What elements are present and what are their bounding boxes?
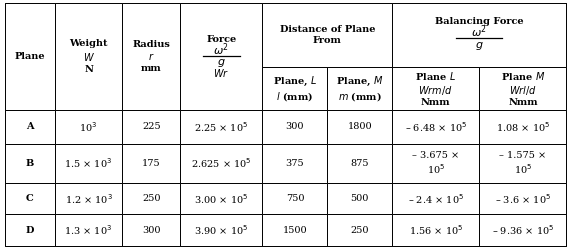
Text: 500: 500 xyxy=(351,194,369,203)
Bar xyxy=(5,214,55,246)
Text: 225: 225 xyxy=(142,123,160,131)
Text: $\omega^2$: $\omega^2$ xyxy=(471,23,487,40)
Bar xyxy=(122,144,180,183)
Text: 250: 250 xyxy=(142,194,160,203)
Text: $Wr$: $Wr$ xyxy=(214,67,230,79)
Text: 2.25 × 10$^5$: 2.25 × 10$^5$ xyxy=(194,120,248,134)
Bar xyxy=(55,3,122,110)
Text: D: D xyxy=(26,226,34,235)
Text: – 2.4 × 10$^5$: – 2.4 × 10$^5$ xyxy=(408,192,464,205)
Text: 175: 175 xyxy=(142,159,160,168)
Text: – 9.36 × 10$^5$: – 9.36 × 10$^5$ xyxy=(492,223,554,237)
Text: 1500: 1500 xyxy=(283,226,307,235)
Text: 10$^3$: 10$^3$ xyxy=(79,120,98,134)
Bar xyxy=(392,110,479,144)
Bar xyxy=(392,214,479,246)
Text: 750: 750 xyxy=(286,194,304,203)
Text: 875: 875 xyxy=(351,159,369,168)
Text: $g$: $g$ xyxy=(217,58,226,69)
Text: Distance of Plane
From: Distance of Plane From xyxy=(280,25,375,45)
Bar xyxy=(392,67,479,110)
Text: – 6.48 × 10$^5$: – 6.48 × 10$^5$ xyxy=(405,120,467,134)
Bar xyxy=(263,183,327,214)
Text: Plane: Plane xyxy=(14,52,45,61)
Text: 1.56 × 10$^5$: 1.56 × 10$^5$ xyxy=(409,223,463,237)
Text: 375: 375 xyxy=(286,159,304,168)
Text: 2.625 × 10$^5$: 2.625 × 10$^5$ xyxy=(191,156,252,170)
Bar xyxy=(263,3,392,67)
Bar xyxy=(263,110,327,144)
Bar xyxy=(327,183,392,214)
Text: 1.5 × 10$^3$: 1.5 × 10$^3$ xyxy=(65,156,112,170)
Text: Plane $L$
$Wrm/d$
Nmm: Plane $L$ $Wrm/d$ Nmm xyxy=(415,70,456,107)
Bar xyxy=(122,183,180,214)
Text: 1.3 × 10$^3$: 1.3 × 10$^3$ xyxy=(65,223,112,237)
Bar xyxy=(392,3,566,67)
Bar xyxy=(392,183,479,214)
Bar xyxy=(479,183,566,214)
Text: 250: 250 xyxy=(351,226,369,235)
Text: C: C xyxy=(26,194,34,203)
Bar xyxy=(122,3,180,110)
Text: 3.90 × 10$^5$: 3.90 × 10$^5$ xyxy=(194,223,248,237)
Bar xyxy=(5,110,55,144)
Bar xyxy=(55,110,122,144)
Text: Force: Force xyxy=(206,35,236,44)
Bar xyxy=(180,183,263,214)
Bar xyxy=(55,144,122,183)
Text: 300: 300 xyxy=(286,123,304,131)
Bar xyxy=(327,214,392,246)
Bar xyxy=(263,67,327,110)
Bar xyxy=(263,214,327,246)
Text: – 3.6 × 10$^5$: – 3.6 × 10$^5$ xyxy=(495,192,551,205)
Bar xyxy=(180,110,263,144)
Bar xyxy=(5,144,55,183)
Text: B: B xyxy=(26,159,34,168)
Text: 1.08 × 10$^5$: 1.08 × 10$^5$ xyxy=(496,120,550,134)
Bar xyxy=(180,3,263,110)
Bar xyxy=(5,3,55,110)
Text: – 3.675 ×
10$^5$: – 3.675 × 10$^5$ xyxy=(412,151,459,176)
Bar xyxy=(327,144,392,183)
Text: 1.2 × 10$^3$: 1.2 × 10$^3$ xyxy=(65,192,112,205)
Text: $g$: $g$ xyxy=(475,40,484,52)
Bar xyxy=(55,183,122,214)
Bar xyxy=(327,67,392,110)
Bar xyxy=(479,144,566,183)
Bar xyxy=(263,144,327,183)
Bar xyxy=(55,214,122,246)
Bar xyxy=(180,144,263,183)
Text: Plane, $M$
$m$ (mm): Plane, $M$ $m$ (mm) xyxy=(336,75,384,103)
Text: – 1.575 ×
10$^5$: – 1.575 × 10$^5$ xyxy=(499,151,546,176)
Text: 3.00 × 10$^5$: 3.00 × 10$^5$ xyxy=(194,192,248,205)
Text: Weight
$W$
N: Weight $W$ N xyxy=(69,39,108,73)
Bar xyxy=(479,110,566,144)
Bar xyxy=(327,110,392,144)
Text: Plane $M$
$Wrl/d$
Nmm: Plane $M$ $Wrl/d$ Nmm xyxy=(501,70,545,107)
Bar xyxy=(180,214,263,246)
Bar xyxy=(479,67,566,110)
Text: A: A xyxy=(26,123,34,131)
Bar xyxy=(392,144,479,183)
Bar xyxy=(479,214,566,246)
Text: Balancing Force: Balancing Force xyxy=(435,17,524,26)
Text: Plane, $L$
$l$ (mm): Plane, $L$ $l$ (mm) xyxy=(273,75,317,103)
Text: $\omega^2$: $\omega^2$ xyxy=(214,41,230,58)
Bar xyxy=(180,3,263,110)
Bar xyxy=(5,183,55,214)
Bar xyxy=(122,110,180,144)
Bar xyxy=(122,214,180,246)
Text: 300: 300 xyxy=(142,226,160,235)
Text: 1800: 1800 xyxy=(347,123,372,131)
Text: Radius
$r$
mm: Radius $r$ mm xyxy=(132,40,170,73)
